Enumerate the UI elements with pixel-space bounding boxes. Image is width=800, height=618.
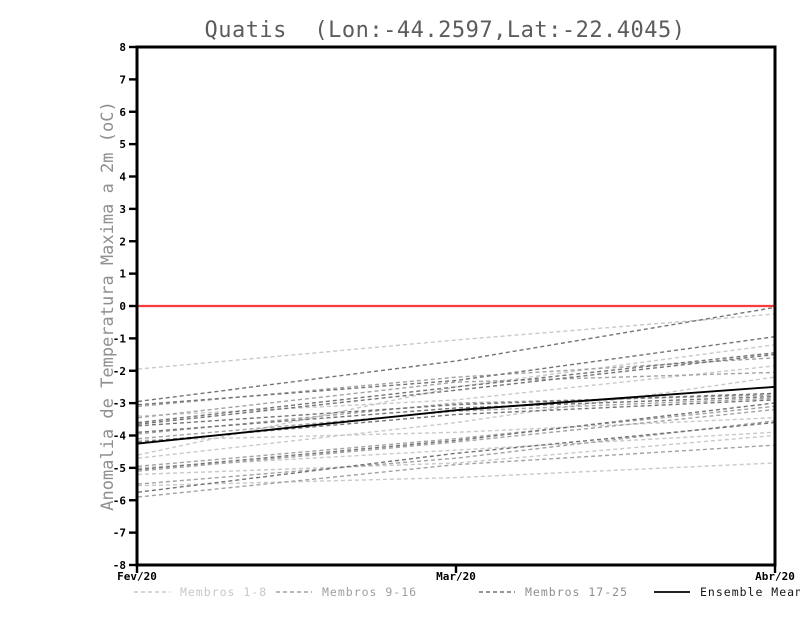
ensemble-member-line [137, 306, 775, 403]
ensemble-member-line [137, 353, 775, 425]
y-tick-label: 0 [119, 300, 126, 313]
ensemble-member-line [137, 408, 775, 472]
ensemble-member-line [137, 392, 775, 427]
ensemble-member-line [137, 421, 775, 493]
ensemble-member-line [137, 376, 775, 459]
legend-item-membros-1-8: Membros 1-8 [133, 584, 267, 600]
ensemble-member-line [137, 444, 775, 498]
ensemble-member-line [137, 352, 775, 424]
y-tick-label: 6 [119, 106, 126, 119]
y-tick-label: 3 [119, 203, 126, 216]
ensemble-member-line [137, 395, 775, 433]
ensemble-member-line [137, 462, 775, 487]
membros-9-16-line-sample [276, 591, 312, 593]
chart-title: Quatis (Lon:-44.2597,Lat:-22.4045) [204, 18, 686, 43]
y-tick-label: -5 [113, 462, 126, 475]
ensemble-member-line [137, 357, 775, 408]
ensemble-member-line [137, 313, 775, 370]
ensemble-member-line [137, 417, 775, 442]
x-tick-label-fev20: Fev/20 [117, 570, 157, 583]
ensemble-mean-line [137, 385, 775, 445]
y-tick-label: -2 [113, 365, 126, 378]
ensemble-mean-line-sample [654, 591, 690, 593]
y-tick-label: 4 [119, 171, 126, 184]
ensemble-member-line [137, 402, 775, 471]
membros-1-8-line-sample [134, 591, 170, 593]
ensemble-member-line [137, 434, 775, 476]
x-tick-label-mar20: Mar/20 [436, 570, 476, 583]
membros-17-25-line-sample [479, 591, 515, 593]
y-tick-label: 2 [119, 235, 126, 248]
legend: Membros 1-8 Membros 9-16 Membros 17-25 E… [0, 584, 800, 604]
ensemble-member-line [137, 371, 775, 419]
y-tick-label: -6 [113, 494, 127, 507]
ensemble-member-line [137, 399, 775, 443]
legend-item-membros-17-25: Membros 17-25 [478, 584, 628, 600]
ensemble-member-line [137, 336, 775, 406]
legend-label-ensemble-mean: Ensemble Mean [700, 585, 800, 599]
ensemble-member-line [137, 405, 775, 467]
y-tick-label: -1 [113, 332, 127, 345]
legend-item-membros-9-16: Membros 9-16 [275, 584, 417, 600]
y-tick-label: -7 [113, 527, 126, 540]
ensemble-member-line [137, 397, 775, 440]
y-tick-label: 5 [119, 138, 126, 151]
legend-label-membros-9-16: Membros 9-16 [322, 585, 418, 599]
y-tick-label: 8 [119, 41, 126, 54]
legend-item-ensemble-mean: Ensemble Mean [653, 584, 800, 600]
y-tick-label: -4 [113, 430, 127, 443]
y-tick-label: -8 [113, 559, 126, 572]
y-tick-label: 7 [119, 73, 126, 86]
ensemble-member-line [137, 420, 775, 485]
legend-label-membros-1-8: Membros 1-8 [180, 585, 268, 599]
y-tick-label: 1 [119, 268, 126, 281]
legend-label-membros-17-25: Membros 17-25 [525, 585, 629, 599]
ensemble-member-line [137, 394, 775, 435]
y-tick-label: -3 [113, 397, 126, 410]
x-tick-label-abr20: Abr/20 [755, 570, 795, 583]
